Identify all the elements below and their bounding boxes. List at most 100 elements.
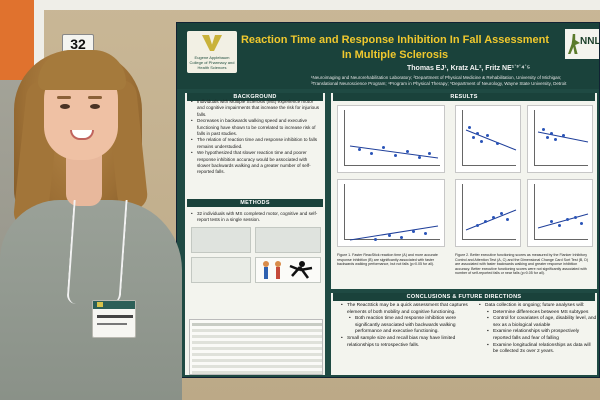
- data-point: [418, 156, 421, 159]
- table-row: [192, 329, 322, 332]
- methods-heading: METHODS: [187, 199, 323, 207]
- data-point: [484, 220, 487, 223]
- poster-authors: Thomas EJ¹, Kratz AL², Fritz NE¹˙³˙⁴˙⁵: [407, 65, 531, 72]
- data-point: [486, 134, 489, 137]
- table-row: [192, 341, 322, 344]
- methods-item: 32 individuals with MS completed motor, …: [191, 211, 321, 224]
- data-point: [388, 234, 391, 237]
- conclusion-item: The ReacStick may be a quick assessment …: [341, 303, 471, 316]
- left-eyebrow: [57, 96, 71, 99]
- background-heading: BACKGROUND: [187, 93, 323, 101]
- lab-logo: NNL: [565, 29, 600, 59]
- data-point: [506, 218, 509, 221]
- scatter-plot-2a: [455, 105, 521, 173]
- x-axis: [462, 239, 516, 240]
- person-sweater: [0, 200, 182, 400]
- y-axis: [534, 184, 535, 240]
- person-hair-fringe: [38, 50, 126, 90]
- board-number-sign: 32: [62, 34, 94, 54]
- methods-falls-illustration: [255, 257, 321, 283]
- future-subitem: Examine longitudinal relationships as da…: [479, 343, 597, 356]
- university-logo-text: Eugene Applebaum College of Pharmacy and…: [189, 55, 235, 70]
- data-point: [558, 224, 561, 227]
- data-point: [574, 216, 577, 219]
- table-row: [192, 359, 322, 362]
- data-point: [406, 150, 409, 153]
- conclusions-list: The ReacStick may be a quick assessment …: [341, 303, 471, 349]
- data-point: [428, 152, 431, 155]
- background-item: We hypothesized that slower reaction tim…: [191, 150, 321, 176]
- background-item: The relation of reaction time and respon…: [191, 137, 321, 150]
- future-directions-list: Data collection is ongoing; future analy…: [479, 303, 597, 356]
- data-point: [468, 126, 471, 129]
- data-point: [562, 134, 565, 137]
- trend-line: [537, 213, 589, 229]
- data-point: [496, 142, 499, 145]
- badge-name-text: [97, 315, 133, 318]
- y-axis: [534, 110, 535, 166]
- y-axis: [344, 110, 345, 166]
- data-point: [550, 132, 553, 135]
- conclusion-item: Small sample size and recall bias may ha…: [341, 336, 471, 349]
- figure-2-caption: Figure 2. Better executive functioning s…: [455, 253, 589, 276]
- results-heading: RESULTS: [333, 93, 595, 101]
- data-point: [550, 220, 553, 223]
- board-frame-top: [34, 0, 600, 10]
- trend-line: [465, 209, 517, 231]
- lanyard: [66, 200, 128, 304]
- x-axis: [344, 165, 440, 166]
- scatter-plot-2b: [527, 105, 593, 173]
- methods-photo-reacstick: [191, 227, 251, 253]
- conclusions-heading: CONCLUSIONS & FUTURE DIRECTIONS: [333, 293, 595, 301]
- data-point: [492, 216, 495, 219]
- y-axis: [344, 184, 345, 240]
- walking-figure-icon: [568, 34, 580, 54]
- badge-header-strip: [93, 301, 135, 309]
- table-row: [192, 335, 322, 338]
- lab-logo-text: NNL: [580, 36, 600, 47]
- poster-title: Reaction Time and Response Inhibition In…: [232, 33, 558, 63]
- scatter-plot-2c: [455, 179, 521, 247]
- background-list: Individuals with Multiple Sclerosis (MS)…: [191, 99, 321, 176]
- poster-title-line-1: Reaction Time and Response Inhibition In…: [240, 34, 550, 46]
- x-axis: [462, 165, 516, 166]
- falling-person-icon: [263, 261, 313, 279]
- data-point: [424, 232, 427, 235]
- research-poster: Eugene Applebaum College of Pharmacy and…: [176, 22, 600, 378]
- name-badge: [92, 300, 136, 338]
- future-subitem: Determine differences between MS subtype…: [479, 310, 597, 317]
- table-row: [192, 365, 322, 368]
- data-point: [480, 140, 483, 143]
- right-eyebrow: [88, 96, 102, 99]
- data-point: [554, 138, 557, 141]
- poster-affiliation-2: ³Translational Neuroscience Program; ⁴Pr…: [311, 81, 567, 86]
- future-item: Data collection is ongoing; future analy…: [479, 303, 597, 310]
- orange-wall-strip: [0, 0, 36, 80]
- background-item: Individuals with Multiple Sclerosis (MS)…: [191, 99, 321, 118]
- right-eye: [90, 104, 100, 109]
- w-logo-icon: [202, 35, 222, 51]
- table-row: [192, 353, 322, 356]
- scatter-plot-1b: [337, 179, 445, 247]
- scatter-plot-2d: [527, 179, 593, 247]
- background-item: Decreases in backwards walking speed and…: [191, 118, 321, 137]
- trend-line: [349, 145, 439, 159]
- future-subitem: Examine relationships with prospectively…: [479, 329, 597, 342]
- x-axis: [534, 239, 588, 240]
- y-axis: [462, 110, 463, 166]
- poster-title-line-2: In Multiple Sclerosis: [341, 49, 449, 61]
- table-row: [192, 347, 322, 350]
- data-point: [566, 218, 569, 221]
- data-point: [580, 222, 583, 225]
- data-point: [400, 236, 403, 239]
- future-subitem: Control for covariates of age, disabilit…: [479, 316, 597, 329]
- poster-affiliation-1: ¹Neuroimaging and Neurorehabilitation La…: [311, 75, 562, 80]
- data-point: [370, 152, 373, 155]
- data-point: [412, 230, 415, 233]
- data-point: [476, 224, 479, 227]
- table-row: [192, 323, 322, 326]
- trend-line: [537, 131, 589, 143]
- data-point: [546, 136, 549, 139]
- x-axis: [534, 165, 588, 166]
- data-point: [476, 132, 479, 135]
